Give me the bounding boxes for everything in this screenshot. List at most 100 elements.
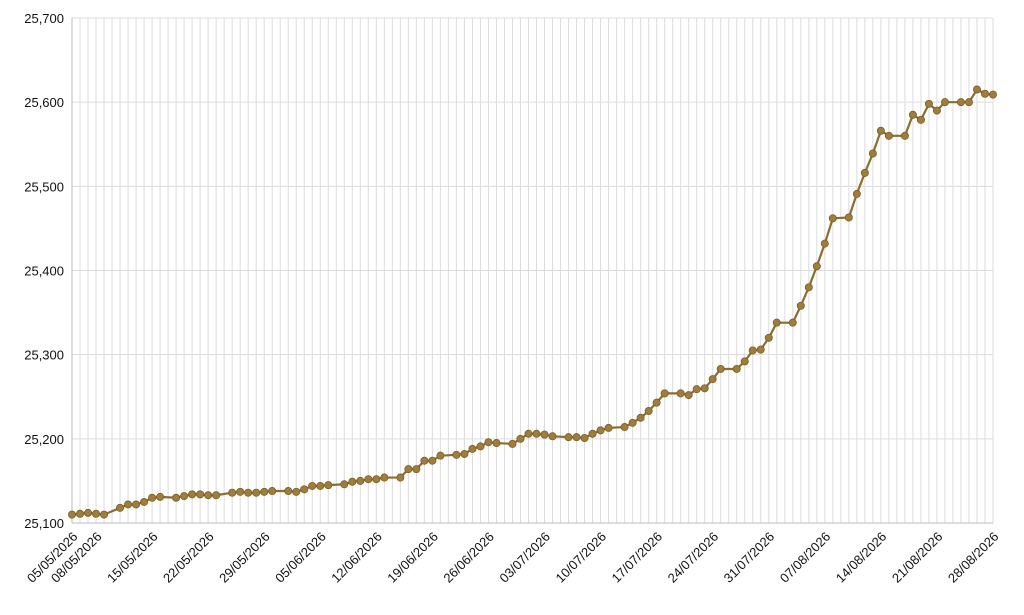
- data-point: [516, 434, 525, 443]
- data-point: [788, 318, 797, 327]
- data-point: [740, 357, 749, 366]
- data-point: [260, 487, 269, 496]
- x-tick-label: 10/07/2026: [553, 529, 610, 586]
- data-point: [660, 389, 669, 398]
- data-point: [236, 487, 245, 496]
- data-point: [532, 429, 541, 438]
- data-point: [604, 423, 613, 432]
- data-point: [844, 213, 853, 222]
- data-point: [548, 432, 557, 441]
- data-point: [292, 487, 301, 496]
- data-point: [476, 442, 485, 451]
- data-point: [932, 106, 941, 115]
- data-point: [156, 492, 165, 501]
- data-point: [268, 487, 277, 496]
- data-point: [84, 508, 93, 517]
- x-tick-label: 17/07/2026: [609, 529, 666, 586]
- x-tick-label: 05/06/2026: [272, 529, 329, 586]
- data-point: [420, 456, 429, 465]
- data-point: [989, 90, 998, 99]
- data-point: [468, 444, 477, 453]
- y-tick-label: 25,700: [24, 11, 64, 26]
- x-tick-label: 24/07/2026: [665, 529, 722, 586]
- data-point: [804, 283, 813, 292]
- y-tick-label: 25,400: [24, 264, 64, 279]
- data-point: [916, 115, 925, 124]
- x-tick-label: 22/05/2026: [160, 529, 217, 586]
- data-point: [876, 126, 885, 135]
- data-point: [212, 491, 221, 500]
- data-point: [972, 85, 981, 94]
- data-point: [628, 418, 637, 427]
- data-point: [676, 389, 685, 398]
- data-point: [356, 476, 365, 485]
- x-tick-label: 29/05/2026: [216, 529, 273, 586]
- x-tick-label: 31/07/2026: [721, 529, 778, 586]
- data-point: [908, 110, 917, 119]
- y-tick-label: 25,600: [24, 95, 64, 110]
- x-tick-label: 19/06/2026: [384, 529, 441, 586]
- data-point: [828, 214, 837, 223]
- data-point: [244, 488, 253, 497]
- data-point: [428, 456, 437, 465]
- data-point: [772, 318, 781, 327]
- data-point: [404, 465, 413, 474]
- x-tick-label: 12/06/2026: [328, 529, 385, 586]
- x-tick-label: 26/06/2026: [440, 529, 497, 586]
- data-point: [596, 426, 605, 435]
- data-point: [324, 481, 333, 490]
- data-point: [588, 429, 597, 438]
- data-point: [204, 491, 213, 500]
- data-point: [956, 98, 965, 107]
- data-point: [524, 429, 533, 438]
- data-point: [708, 375, 717, 384]
- data-point: [692, 385, 701, 394]
- data-point: [620, 423, 629, 432]
- data-point: [964, 98, 973, 107]
- data-point: [564, 433, 573, 442]
- data-point: [756, 345, 765, 354]
- data-point: [284, 487, 293, 496]
- data-point: [228, 488, 237, 497]
- data-point: [196, 490, 205, 499]
- data-point: [460, 449, 469, 458]
- data-point: [684, 391, 693, 400]
- data-point: [364, 475, 373, 484]
- data-point: [436, 451, 445, 460]
- data-point: [188, 490, 197, 499]
- data-point: [812, 262, 821, 271]
- data-point: [372, 475, 381, 484]
- data-point: [980, 89, 989, 98]
- y-tick-label: 25,500: [24, 179, 64, 194]
- data-point: [380, 473, 389, 482]
- x-tick-label: 03/07/2026: [496, 529, 553, 586]
- data-point: [868, 149, 877, 158]
- data-point: [484, 438, 493, 447]
- data-point: [644, 407, 653, 416]
- data-point: [116, 503, 125, 512]
- data-point: [884, 131, 893, 140]
- data-point: [300, 485, 309, 494]
- data-point: [820, 239, 829, 248]
- y-tick-label: 25,100: [24, 516, 64, 531]
- data-point: [316, 481, 325, 490]
- x-tick-label: 14/08/2026: [833, 529, 890, 586]
- data-point: [180, 492, 189, 501]
- data-point: [396, 473, 405, 482]
- data-point: [132, 500, 141, 509]
- data-point: [452, 450, 461, 459]
- data-point: [796, 301, 805, 310]
- data-point: [348, 477, 357, 486]
- x-tick-label: 07/08/2026: [777, 529, 834, 586]
- data-point: [940, 98, 949, 107]
- series-line: [71, 88, 994, 516]
- data-point: [860, 168, 869, 177]
- data-point: [508, 439, 517, 448]
- series-group: [68, 85, 998, 519]
- data-point: [924, 99, 933, 108]
- x-tick-label: 28/08/2026: [945, 529, 1002, 586]
- data-point: [412, 465, 421, 474]
- data-point: [76, 509, 85, 518]
- axes: [71, 18, 993, 524]
